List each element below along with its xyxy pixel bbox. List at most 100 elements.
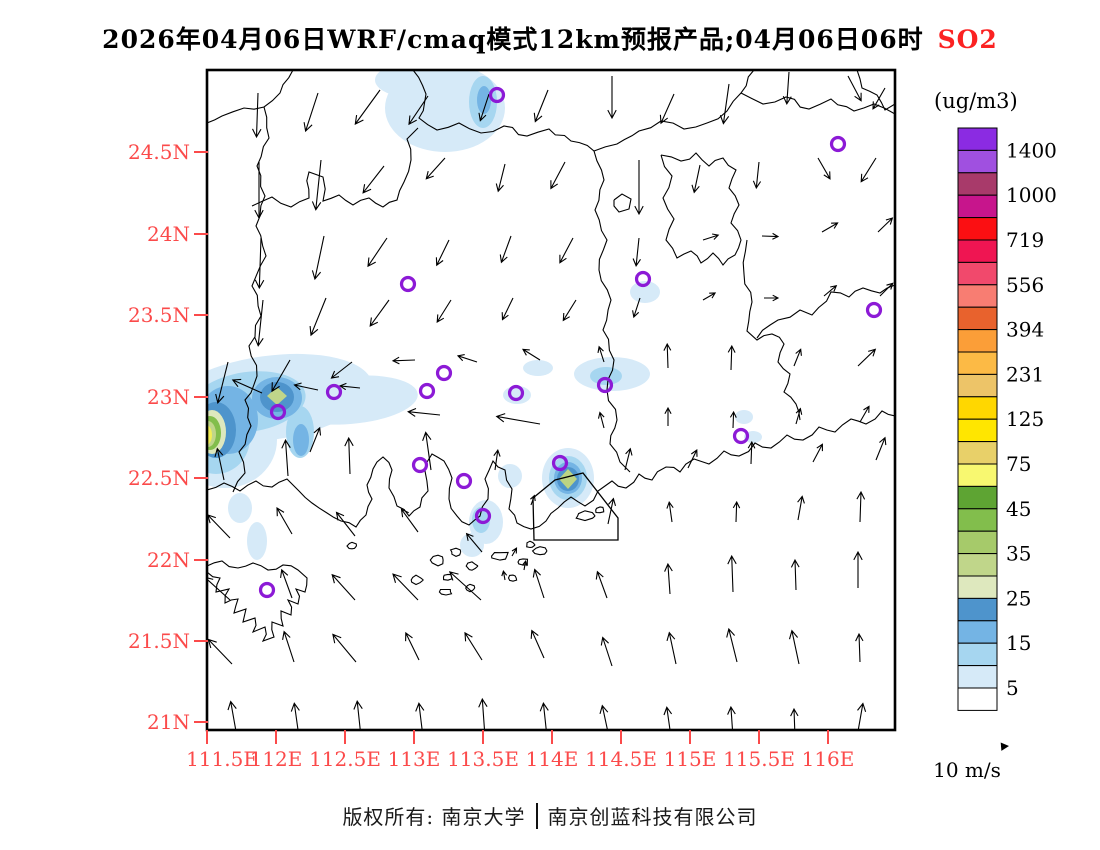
wind-arrow [559, 237, 574, 264]
wind-arrow [530, 629, 545, 659]
colorbar: (ug/m3) 1400 1000 719 556 394 231 125 75 45 35 25 15… [934, 89, 1057, 711]
wind-arrow [539, 702, 549, 730]
wind-arrow [425, 157, 446, 180]
wind-arrow [879, 282, 894, 297]
concentration-patch [247, 522, 267, 560]
wind-arrow [659, 93, 675, 125]
lon-label: 115E [664, 747, 717, 771]
wind-arrow [595, 570, 608, 599]
boundary-lines [207, 70, 895, 642]
wind-arrow [782, 71, 792, 106]
lon-label: 114E [526, 747, 579, 771]
wind-legend: 10 m/s [933, 742, 1009, 782]
wind-arrow [663, 706, 673, 730]
lon-label: 112E [250, 747, 303, 771]
wind-arrow [729, 410, 737, 429]
wind-arrow [280, 568, 293, 599]
island [438, 588, 453, 596]
colorbar-cell [957, 396, 998, 420]
wind-arrow [597, 345, 605, 363]
wind-arrow [501, 297, 514, 321]
wind-arrow [663, 342, 672, 369]
colorbar-cell [957, 485, 998, 510]
copyright-divider [535, 802, 538, 829]
province-boundary [412, 70, 755, 152]
wind-arrow [727, 344, 736, 371]
wind-arrow [254, 162, 264, 220]
wind-arrow [600, 636, 613, 667]
wind-arrow [599, 704, 609, 730]
station-marker [551, 454, 569, 472]
station-marker [865, 301, 883, 319]
colorbar-tick-label: 556 [1006, 273, 1044, 297]
wind-arrow [311, 235, 325, 281]
wind-arrow [391, 356, 416, 365]
wind-arrow [726, 627, 738, 663]
wind-arrow [511, 547, 518, 557]
wind-arrow [227, 700, 237, 730]
wind-arrow [761, 232, 780, 240]
wind-arrow [859, 405, 870, 423]
wind-arrow [521, 559, 528, 571]
concentration-patch [293, 424, 309, 456]
wind-arrow [456, 354, 478, 363]
wind-arrow [597, 411, 605, 429]
wind-arrow [550, 161, 566, 190]
station-marker [455, 472, 473, 490]
page-title: 2026年04月06日WRF/cmaq模式12km预报产品;04月06日06时 S… [0, 20, 1100, 56]
wind-arrow [666, 501, 674, 523]
copyright: 版权所有: 南京大学 南京创蓝科技有限公司 [0, 801, 1100, 830]
island [517, 558, 529, 566]
wind-arrow [530, 494, 536, 506]
island [507, 574, 518, 582]
wind-arrow [405, 631, 420, 661]
wind-arrow [303, 92, 319, 133]
colorbar-cell [957, 642, 998, 667]
title-text: 2026年04月06日WRF/cmaq模式12km预报产品;04月06日06时 [102, 25, 924, 54]
lon-label: 112.5E [309, 747, 381, 771]
wind-arrow [369, 299, 390, 327]
colorbar-cell [957, 508, 998, 532]
colorbar-cell [957, 418, 998, 443]
lat-label: 24N [147, 222, 190, 246]
wind-arrow [823, 284, 838, 297]
colorbar-tick-label: 15 [1006, 631, 1031, 655]
wind-arrow [353, 700, 363, 730]
wind-arrow [853, 550, 863, 588]
wind-arrow [254, 237, 265, 290]
island [449, 547, 462, 558]
wind-arrow [532, 568, 545, 599]
lon-label: 113.5E [447, 747, 519, 771]
wind-arrow [207, 577, 231, 601]
concentration-patch [375, 70, 455, 98]
wind-arrow [857, 702, 867, 730]
wind-arrow [215, 361, 229, 404]
station-marker [435, 364, 453, 382]
lat-label: 21.5N [128, 629, 190, 653]
wind-arrow [282, 630, 295, 663]
island [526, 540, 536, 549]
wind-arrow [562, 299, 577, 322]
colorbar-tick-label: 394 [1006, 318, 1044, 342]
wind-arrow [790, 707, 799, 730]
colorbar-cell [957, 127, 998, 151]
station-marker [507, 384, 525, 402]
colorbar-cell [957, 172, 998, 196]
wind-arrow [407, 407, 441, 417]
wind-arrow [727, 705, 736, 730]
wind-arrow [332, 633, 357, 663]
wind-arrow [793, 348, 802, 367]
wind-arrow [747, 440, 756, 465]
wind-arrow [790, 558, 800, 591]
colorbar-tick-label: 1000 [1006, 183, 1057, 207]
concentration-patch [590, 367, 622, 385]
colorbar-cell [957, 284, 998, 308]
island [595, 506, 605, 514]
wind-legend-label: 10 m/s [933, 758, 1001, 782]
province-boundary [613, 193, 632, 213]
colorbar-tick-label: 125 [1006, 407, 1044, 431]
wind-arrow [533, 89, 549, 123]
concentration-patch [630, 281, 660, 303]
island [410, 574, 424, 586]
